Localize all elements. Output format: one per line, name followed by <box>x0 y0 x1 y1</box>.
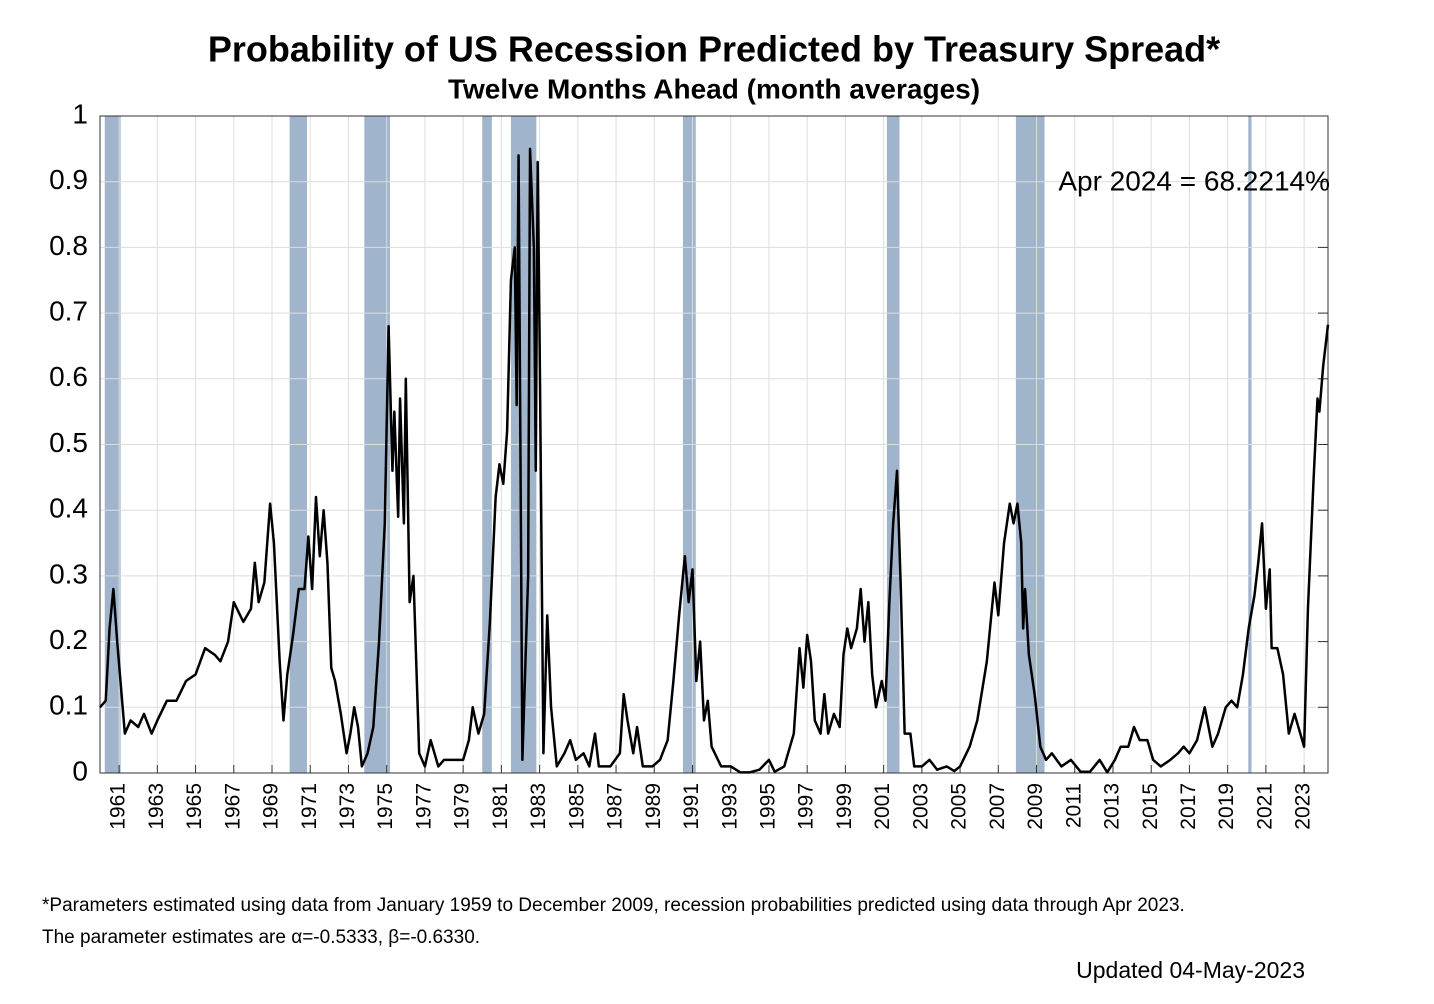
x-tick-label: 1983 <box>527 783 550 830</box>
x-tick-label: 2005 <box>948 783 971 830</box>
x-tick-label: 1985 <box>565 783 588 830</box>
x-tick-label: 1967 <box>221 783 244 830</box>
y-tick-label: 0.9 <box>49 164 88 195</box>
x-tick-label: 2019 <box>1215 783 1238 830</box>
x-tick-label: 2003 <box>909 783 932 830</box>
x-tick-label: 1991 <box>680 783 703 830</box>
x-tick-label: 1973 <box>336 783 359 830</box>
x-tick-label: 2011 <box>1062 783 1085 828</box>
y-tick-label: 0.7 <box>49 295 88 326</box>
y-tick-label: 0.8 <box>49 230 88 261</box>
x-tick-label: 1995 <box>756 783 779 830</box>
x-tick-label: 2013 <box>1101 783 1124 830</box>
x-tick-label: 1965 <box>183 783 206 830</box>
y-tick-label: 0.1 <box>49 690 88 721</box>
x-tick-label: 1997 <box>795 783 818 830</box>
x-tick-label: 1977 <box>412 783 435 830</box>
x-tick-label: 2023 <box>1292 783 1315 830</box>
x-tick-label: 1981 <box>489 783 512 830</box>
annotation: Apr 2024 = 68.2214% <box>1058 165 1330 196</box>
footnote: *Parameters estimated using data from Ja… <box>42 895 1185 916</box>
y-tick-label: 0.6 <box>49 361 88 392</box>
x-tick-label: 2021 <box>1253 783 1276 830</box>
y-tick-label: 1 <box>72 98 88 129</box>
x-tick-label: 2007 <box>986 783 1009 830</box>
x-tick-label: 2015 <box>1139 783 1162 830</box>
x-tick-label: 1989 <box>642 783 665 830</box>
y-tick-label: 0.5 <box>49 427 88 458</box>
y-tick-label: 0.2 <box>49 624 88 655</box>
x-tick-label: 1963 <box>145 783 168 830</box>
x-tick-label: 1975 <box>374 783 397 830</box>
probability-line <box>99 147 1330 774</box>
y-tick-label: 0.4 <box>49 493 88 524</box>
chart-subtitle: Twelve Months Ahead (month averages) <box>448 73 980 104</box>
x-tick-label: 2001 <box>871 783 894 830</box>
x-tick-label: 2017 <box>1177 783 1200 830</box>
y-tick-label: 0 <box>72 755 88 786</box>
chart-title: Probability of US Recession Predicted by… <box>208 29 1220 70</box>
x-tick-label: 1961 <box>107 783 130 830</box>
x-tick-label: 1969 <box>260 783 283 830</box>
x-tick-label: 1993 <box>718 783 741 830</box>
x-tick-label: 1999 <box>833 783 856 830</box>
y-tick-label: 0.3 <box>49 558 88 589</box>
footnote: The parameter estimates are α=-0.5333, β… <box>42 927 480 948</box>
x-tick-label: 1987 <box>604 783 627 830</box>
x-tick-label: 1979 <box>451 783 474 830</box>
plot-frame <box>99 115 1329 774</box>
updated-note: Updated 04-May-2023 <box>1076 957 1305 983</box>
x-tick-label: 1971 <box>298 783 321 830</box>
x-tick-label: 2009 <box>1024 783 1047 830</box>
